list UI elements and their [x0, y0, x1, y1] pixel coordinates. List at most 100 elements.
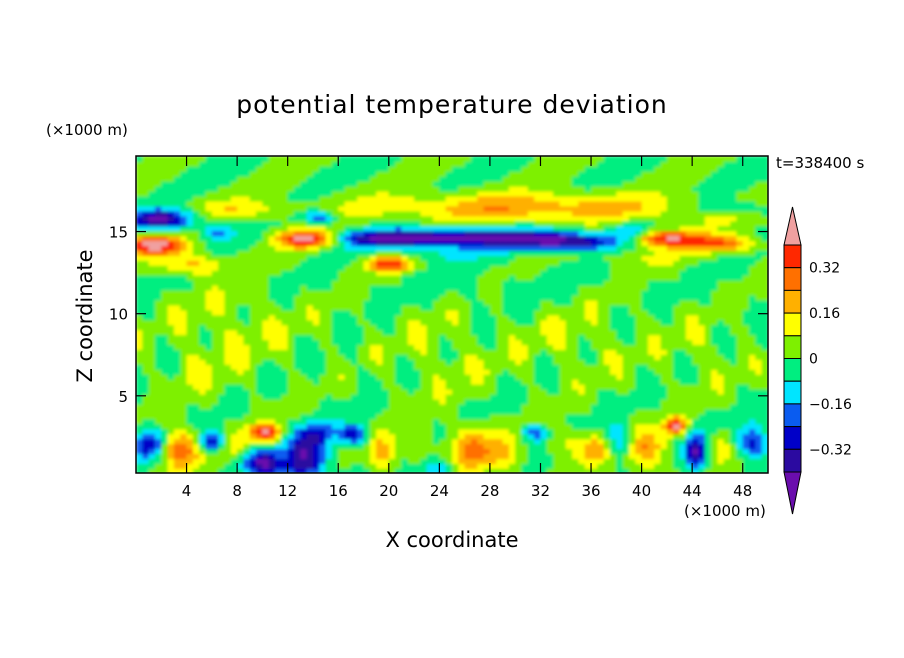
field-cell: [205, 185, 213, 192]
field-cell: [148, 210, 156, 217]
field-cell: [433, 309, 441, 316]
field-cell: [508, 245, 517, 252]
field-cell: [584, 165, 592, 172]
field-cell: [515, 230, 523, 237]
field-cell: [622, 250, 630, 256]
field-cell: [281, 309, 289, 316]
field-cell: [610, 215, 618, 222]
field-cell: [597, 175, 605, 182]
field-cell: [350, 324, 359, 331]
field-cell: [540, 364, 548, 370]
field-cell: [275, 443, 283, 450]
field-cell: [192, 165, 201, 172]
field-cell: [388, 309, 397, 316]
field-cell: [578, 200, 586, 207]
field-cell: [433, 408, 441, 415]
field-cell: [426, 269, 434, 276]
field-cell: [616, 260, 624, 266]
field-cell: [230, 329, 239, 336]
field-cell: [357, 329, 365, 336]
field-cell: [167, 230, 175, 237]
field-cell: [458, 269, 466, 276]
field-cell: [287, 383, 295, 390]
field-cell: [357, 344, 365, 351]
field-cell: [300, 468, 308, 473]
field-cell: [148, 383, 156, 390]
field-cell: [205, 220, 213, 227]
field-cell: [439, 468, 447, 473]
field-cell: [382, 284, 390, 291]
field-cell: [439, 255, 447, 261]
field-cell: [426, 354, 434, 360]
field-cell: [275, 354, 283, 360]
field-cell: [540, 284, 548, 291]
field-cell: [211, 349, 220, 356]
field-cell: [470, 175, 479, 182]
field-cell: [192, 368, 201, 375]
field-cell: [508, 393, 517, 400]
field-cell: [426, 190, 434, 197]
field-cell: [136, 339, 144, 346]
field-cell: [597, 453, 605, 460]
field-cell: [477, 324, 485, 331]
field-cell: [572, 339, 580, 346]
field-cell: [445, 230, 453, 237]
field-cell: [281, 264, 289, 271]
field-cell: [186, 349, 194, 356]
field-cell: [173, 334, 182, 341]
field-cell: [534, 200, 542, 207]
field-cell: [445, 443, 453, 450]
field-cell: [325, 160, 333, 167]
field-cell: [294, 423, 302, 430]
field-cell: [578, 314, 586, 321]
field-cell: [395, 175, 403, 182]
field-cell: [382, 388, 390, 395]
field-cell: [603, 314, 611, 321]
field-cell: [294, 433, 302, 440]
field-cell: [256, 458, 264, 464]
field-cell: [325, 354, 333, 360]
field-cell: [167, 175, 175, 182]
field-cell: [527, 373, 536, 380]
field-cell: [325, 378, 333, 385]
field-cell: [439, 378, 447, 385]
field-cell: [489, 339, 498, 346]
field-cell: [275, 314, 283, 321]
field-cell: [477, 329, 485, 336]
field-cell: [338, 329, 346, 336]
field-cell: [344, 215, 352, 222]
field-cell: [192, 294, 201, 301]
field-cell: [565, 215, 573, 222]
field-cell: [439, 418, 447, 425]
field-cell: [256, 403, 264, 410]
field-cell: [452, 354, 460, 360]
field-cell: [603, 413, 611, 420]
field-cell: [363, 418, 371, 425]
field-cell: [470, 190, 479, 197]
field-cell: [287, 156, 295, 162]
field-cell: [186, 160, 194, 167]
field-cell: [445, 175, 453, 182]
field-cell: [597, 334, 605, 341]
field-cell: [489, 383, 498, 390]
field-cell: [591, 368, 599, 375]
field-cell: [180, 200, 188, 207]
field-cell: [546, 393, 555, 400]
field-cell: [294, 383, 302, 390]
field-cell: [357, 423, 365, 430]
field-cell: [300, 170, 308, 177]
field-cell: [483, 170, 491, 177]
field-cell: [414, 260, 422, 266]
field-cell: [426, 299, 434, 306]
field-cell: [496, 443, 504, 450]
field-cell: [173, 165, 182, 172]
field-cell: [572, 255, 580, 261]
field-cell: [470, 408, 479, 415]
field-cell: [388, 180, 397, 187]
field-cell: [452, 255, 460, 261]
field-cell: [603, 235, 611, 242]
field-cell: [300, 250, 308, 256]
field-cell: [433, 294, 441, 301]
field-cell: [572, 279, 580, 286]
field-cell: [300, 448, 308, 455]
